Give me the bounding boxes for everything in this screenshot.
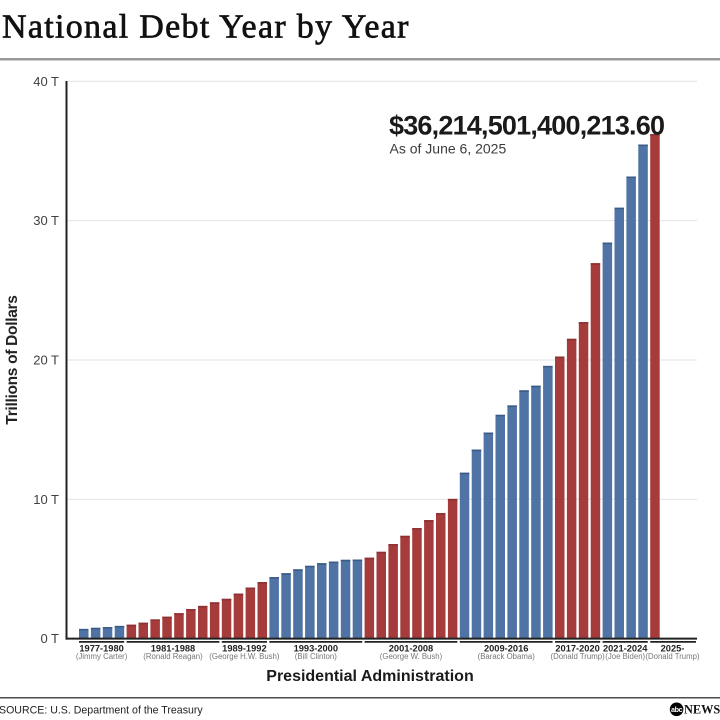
svg-text:SOURCE: U.S. Department of the: SOURCE: U.S. Department of the Treasury: [0, 705, 203, 717]
svg-text:abc: abc: [671, 705, 683, 714]
svg-text:Presidential Administration: Presidential Administration: [266, 668, 473, 685]
svg-text:1993-2000: 1993-2000: [294, 643, 338, 653]
svg-text:0 T: 0 T: [40, 631, 59, 646]
svg-text:2017-2020: 2017-2020: [555, 643, 599, 653]
svg-text:1989-1992: 1989-1992: [222, 643, 266, 653]
svg-text:(Barack Obama): (Barack Obama): [478, 652, 536, 661]
svg-text:(Ronald Reagan): (Ronald Reagan): [143, 652, 203, 661]
svg-text:10 T: 10 T: [33, 492, 59, 507]
svg-text:30 T: 30 T: [33, 213, 59, 228]
svg-text:National Debt Year by Year: National Debt Year by Year: [2, 9, 410, 46]
svg-text:2001-2008: 2001-2008: [389, 643, 433, 653]
svg-text:1977-1980: 1977-1980: [79, 643, 123, 653]
svg-text:(George H.W. Bush): (George H.W. Bush): [209, 652, 280, 661]
svg-text:(Donald Trump): (Donald Trump): [645, 652, 700, 661]
svg-text:As of June 6, 2025: As of June 6, 2025: [390, 141, 507, 157]
svg-text:(George W. Bush): (George W. Bush): [380, 652, 443, 661]
svg-text:40 T: 40 T: [33, 74, 59, 89]
svg-text:Trillions of Dollars: Trillions of Dollars: [4, 295, 21, 424]
svg-text:(Jimmy Carter): (Jimmy Carter): [76, 652, 128, 661]
svg-text:2025-: 2025-: [661, 643, 685, 653]
svg-text:2009-2016: 2009-2016: [484, 643, 528, 653]
svg-text:20 T: 20 T: [33, 353, 59, 368]
svg-text:$36,214,501,400,213.60: $36,214,501,400,213.60: [389, 111, 664, 141]
svg-text:NEWS: NEWS: [684, 702, 720, 716]
svg-text:(Bill Clinton): (Bill Clinton): [295, 652, 337, 661]
svg-text:2021-2024: 2021-2024: [603, 643, 648, 653]
svg-text:(Donald Trump): (Donald Trump): [551, 652, 606, 661]
svg-text:(Joe Biden): (Joe Biden): [605, 652, 645, 661]
svg-text:1981-1988: 1981-1988: [151, 643, 195, 653]
